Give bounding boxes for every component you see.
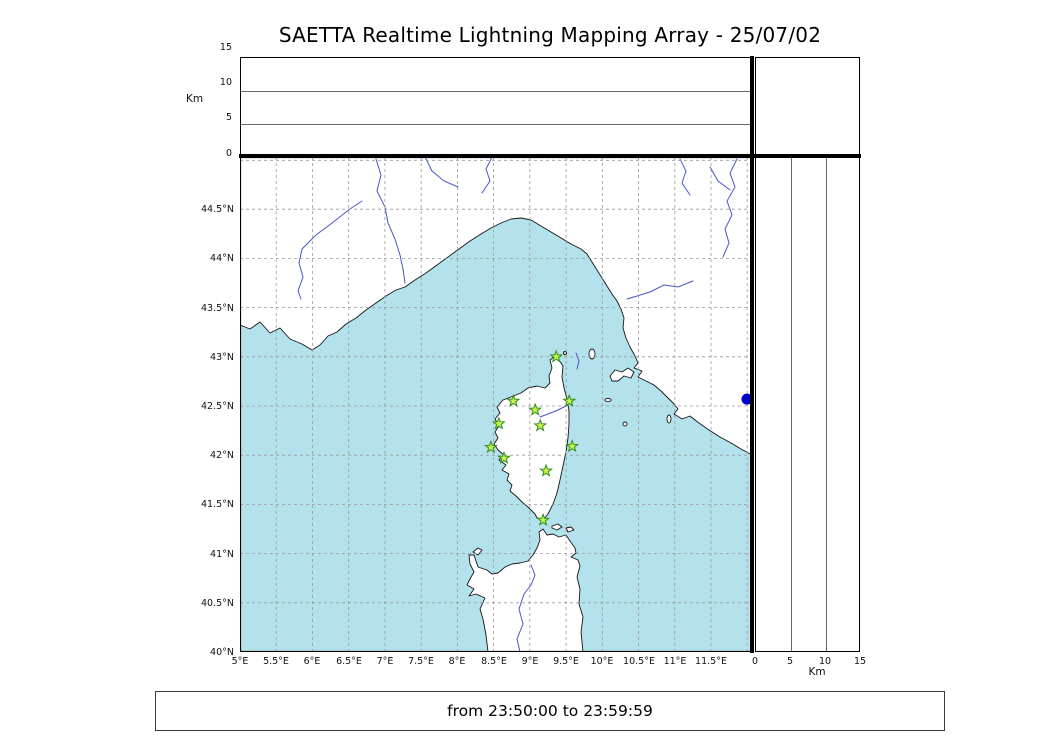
island-elba bbox=[609, 367, 635, 382]
island-pianosa bbox=[604, 397, 612, 403]
time-range-text: from 23:50:00 to 23:59:59 bbox=[447, 702, 653, 720]
lon-tick-label: 7.5°E bbox=[408, 656, 434, 667]
river-line bbox=[516, 593, 525, 653]
detection-point bbox=[741, 393, 753, 405]
lma-station-marker bbox=[506, 393, 521, 407]
km-tick-label: 5 bbox=[786, 656, 794, 667]
river-line bbox=[575, 352, 580, 370]
separator-vertical bbox=[750, 56, 754, 653]
altitude-gridline-5km bbox=[791, 158, 792, 651]
lon-tick-label: 9.5°E bbox=[553, 656, 579, 667]
lma-station-marker bbox=[497, 450, 511, 464]
river-line bbox=[523, 564, 536, 595]
lat-tick-label: 42°N bbox=[210, 450, 234, 461]
river-line bbox=[375, 158, 406, 284]
island-capraia bbox=[588, 348, 596, 360]
lon-tick-label: 8°E bbox=[448, 656, 466, 667]
lma-station-marker bbox=[539, 463, 553, 477]
lat-tick-label: 41°N bbox=[210, 549, 234, 560]
km-tick-label: 0 bbox=[751, 656, 759, 667]
lma-station-marker bbox=[565, 439, 580, 453]
time-range-box: from 23:50:00 to 23:59:59 bbox=[155, 691, 945, 731]
lon-tick-label: 9°E bbox=[521, 656, 539, 667]
page-title: SAETTA Realtime Lightning Mapping Array … bbox=[278, 23, 822, 47]
land-sardinia bbox=[466, 528, 584, 653]
land-france-italy bbox=[239, 156, 753, 456]
river-line bbox=[679, 158, 691, 196]
lon-tick-label: 10.5°E bbox=[623, 656, 655, 667]
lma-station-marker bbox=[562, 393, 577, 407]
lon-tick-label: 6°E bbox=[303, 656, 321, 667]
corner-panel bbox=[755, 57, 860, 157]
altitude-gridline-10km bbox=[826, 158, 827, 651]
island-montecristo bbox=[622, 421, 628, 427]
river-line bbox=[626, 280, 694, 300]
lat-tick-label: 41.5°N bbox=[200, 499, 234, 510]
lon-tick-label: 5°E bbox=[231, 656, 249, 667]
lma-station-marker bbox=[528, 402, 543, 416]
lon-tick-label: 5.5°E bbox=[263, 656, 289, 667]
map-canvas bbox=[239, 156, 753, 653]
lat-tick-label: 43°N bbox=[210, 352, 234, 363]
river-line bbox=[481, 156, 493, 194]
altitude-gridline-10km bbox=[241, 91, 751, 92]
lat-tick-label: 40°N bbox=[210, 647, 234, 658]
altitude-longitude-panel bbox=[240, 57, 752, 157]
rivers-layer bbox=[297, 156, 738, 653]
lat-tick-label: 40.5°N bbox=[200, 598, 234, 609]
alt-tick-label: 5 bbox=[225, 112, 232, 123]
lma-station-marker bbox=[483, 440, 498, 454]
island-giraglia bbox=[563, 351, 567, 355]
km-axis-label-bottom: Km bbox=[808, 666, 826, 678]
map-panel bbox=[239, 156, 753, 653]
separator-horizontal bbox=[239, 154, 861, 158]
lma-station-marker bbox=[549, 349, 564, 363]
lon-tick-label: 10°E bbox=[590, 656, 614, 667]
river-line bbox=[722, 158, 738, 258]
island-caprera bbox=[565, 526, 575, 533]
lma-station-marker bbox=[533, 418, 548, 432]
river-line bbox=[709, 166, 731, 191]
lma-station-marker bbox=[492, 416, 506, 430]
island-giglio bbox=[666, 414, 672, 424]
lon-tick-label: 11.5°E bbox=[695, 656, 727, 667]
stations-layer bbox=[483, 349, 753, 527]
lon-tick-label: 11°E bbox=[663, 656, 687, 667]
lma-station-marker bbox=[536, 512, 551, 527]
alt-tick-label: 15 bbox=[219, 42, 232, 53]
lon-tick-label: 7°E bbox=[376, 656, 394, 667]
altitude-latitude-panel bbox=[755, 157, 860, 652]
lon-tick-label: 6.5°E bbox=[336, 656, 362, 667]
km-tick-label: 10 bbox=[818, 656, 832, 667]
river-line bbox=[539, 404, 569, 418]
lat-tick-label: 42.5°N bbox=[200, 401, 234, 412]
island-maddalena bbox=[551, 523, 563, 531]
river-line bbox=[301, 200, 363, 250]
lon-tick-label: 8.5°E bbox=[481, 656, 507, 667]
lat-tick-label: 44.5°N bbox=[200, 204, 234, 215]
lat-tick-label: 43.5°N bbox=[200, 303, 234, 314]
lat-tick-label: 44°N bbox=[210, 253, 234, 264]
alt-tick-label: 0 bbox=[225, 148, 232, 159]
km-axis-label-left: Km bbox=[186, 93, 204, 105]
km-tick-label: 15 bbox=[853, 656, 867, 667]
alt-tick-label: 10 bbox=[219, 77, 232, 88]
river-line bbox=[424, 156, 459, 188]
altitude-gridline-5km bbox=[241, 124, 751, 125]
